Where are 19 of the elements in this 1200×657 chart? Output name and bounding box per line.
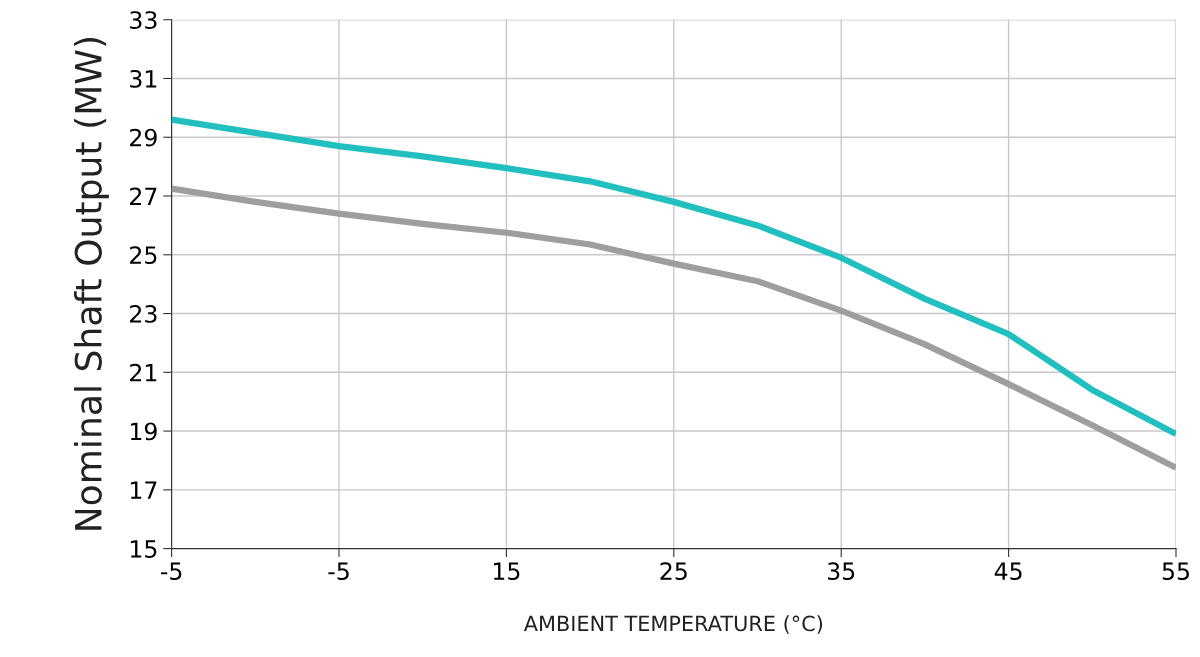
x-axis-title: AMBIENT TEMPERATURE (°C)	[523, 615, 823, 634]
y-tick-label: 31	[130, 69, 157, 88]
y-tick-label: 19	[130, 422, 157, 441]
y-axis-title: Nominal Shaft Output (MW)	[73, 38, 109, 530]
y-tick-label: 27	[130, 187, 157, 205]
x-tick-label: -5	[328, 562, 349, 581]
y-tick-label: 33	[130, 11, 157, 30]
x-tick-label: 45	[994, 562, 1022, 581]
y-tick-label: 21	[130, 363, 157, 382]
y-tick-label: 15	[130, 540, 157, 558]
y-tick-label: 17	[130, 481, 157, 499]
y-tick-label: 25	[130, 246, 157, 265]
y-tick-label: 29	[130, 128, 157, 147]
x-tick-label: -5	[160, 562, 182, 581]
x-tick-label: 55	[1162, 562, 1189, 581]
x-tick-label: 35	[827, 562, 855, 581]
x-tick-label: 25	[660, 562, 687, 581]
x-tick-label: 15	[493, 562, 520, 581]
y-tick-label: 23	[130, 304, 157, 323]
